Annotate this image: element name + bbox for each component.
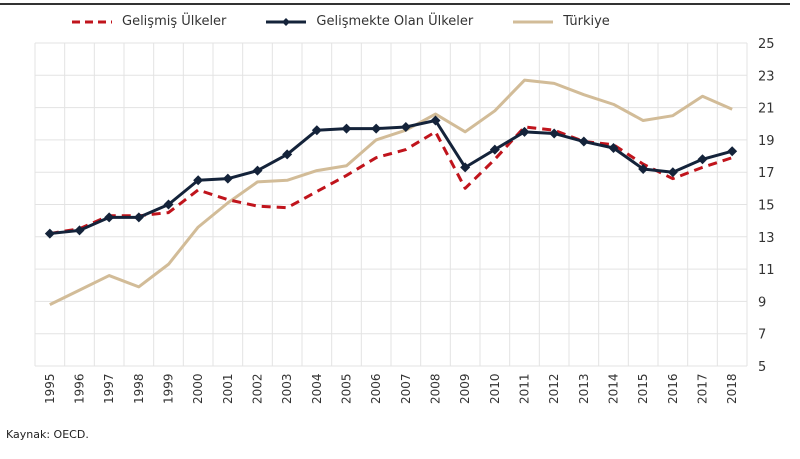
x-tick-label: 2017 — [696, 373, 710, 404]
x-tick-label: 2002 — [251, 373, 265, 404]
data-point-marker — [519, 126, 530, 137]
x-tick-label: 2007 — [399, 373, 413, 404]
data-point-marker — [311, 125, 322, 136]
x-tick-label: 2012 — [547, 373, 561, 404]
data-point-marker — [74, 225, 85, 236]
y-tick-label: 17 — [758, 166, 775, 181]
x-tick-label: 1997 — [102, 373, 116, 404]
data-point-marker — [460, 162, 471, 173]
legend-item-gelismis: Gelişmiş Ülkeler — [70, 14, 226, 29]
x-tick-label: 2003 — [280, 373, 294, 404]
x-tick-label: 2018 — [725, 373, 739, 404]
y-tick-label: 15 — [758, 199, 775, 214]
x-tick-label: 2010 — [488, 373, 502, 404]
x-tick-label: 2016 — [666, 373, 680, 404]
legend-label: Türkiye — [563, 14, 610, 29]
data-point-marker — [489, 144, 500, 155]
legend-swatch-solid — [513, 20, 554, 23]
data-point-marker — [222, 173, 233, 184]
legend-label: Gelişmiş Ülkeler — [122, 14, 227, 29]
y-tick-label: 5 — [758, 360, 766, 375]
x-tick-label: 1999 — [162, 373, 176, 404]
x-tick-label: 1998 — [132, 373, 146, 404]
x-tick-label: 2006 — [369, 373, 383, 404]
x-tick-label: 2011 — [518, 373, 532, 404]
x-tick-label: 2013 — [577, 373, 591, 404]
data-point-marker — [44, 228, 55, 239]
x-tick-label: 2001 — [221, 373, 235, 404]
x-tick-label: 2009 — [458, 373, 472, 404]
data-point-marker — [430, 115, 441, 126]
data-point-marker — [133, 212, 144, 223]
x-tick-label: 2005 — [340, 373, 354, 404]
y-tick-label: 13 — [758, 231, 775, 246]
legend-swatch-dashed — [72, 20, 112, 23]
series-line-1 — [49, 119, 733, 236]
x-tick-label: 2000 — [191, 373, 205, 404]
data-point-marker — [341, 123, 352, 134]
y-tick-label: 19 — [758, 134, 775, 149]
data-point-marker — [252, 165, 263, 176]
x-tick-label: 2014 — [607, 373, 621, 404]
x-tick-label: 1996 — [73, 373, 87, 404]
data-point-marker — [400, 121, 411, 132]
data-point-marker — [608, 142, 619, 153]
y-tick-label: 21 — [758, 102, 775, 117]
legend-label: Gelişmekte Olan Ülkeler — [316, 14, 474, 29]
y-tick-label: 25 — [758, 37, 775, 52]
y-tick-label: 9 — [758, 295, 766, 310]
y-tick-label: 11 — [758, 263, 775, 278]
data-point-marker — [638, 163, 649, 174]
data-point-marker — [549, 128, 560, 139]
source-note: Kaynak: OECD. — [6, 428, 89, 441]
data-point-marker — [163, 199, 174, 210]
legend-swatch-marker — [266, 17, 307, 26]
x-tick-label: 2015 — [636, 373, 650, 404]
data-point-marker — [727, 146, 738, 157]
top-rule — [0, 3, 790, 5]
data-point-marker — [282, 149, 293, 160]
legend-item-turkiye: Türkiye — [511, 14, 610, 29]
data-point-marker — [193, 175, 204, 186]
x-tick-label: 1995 — [43, 373, 57, 404]
x-tick-label: 2008 — [429, 373, 443, 404]
data-point-marker — [667, 167, 678, 178]
legend: Gelişmiş Ülkeler Gelişmekte Olan Ülkeler… — [70, 14, 610, 29]
data-point-marker — [371, 123, 382, 134]
data-point-marker — [104, 212, 115, 223]
x-tick-label: 2004 — [310, 373, 324, 404]
legend-item-gelismekte: Gelişmekte Olan Ülkeler — [264, 14, 473, 29]
y-tick-label: 23 — [758, 69, 775, 84]
y-tick-label: 7 — [758, 328, 766, 343]
data-point-marker — [697, 154, 708, 165]
series-line-2 — [49, 78, 733, 306]
data-point-marker — [578, 136, 589, 147]
